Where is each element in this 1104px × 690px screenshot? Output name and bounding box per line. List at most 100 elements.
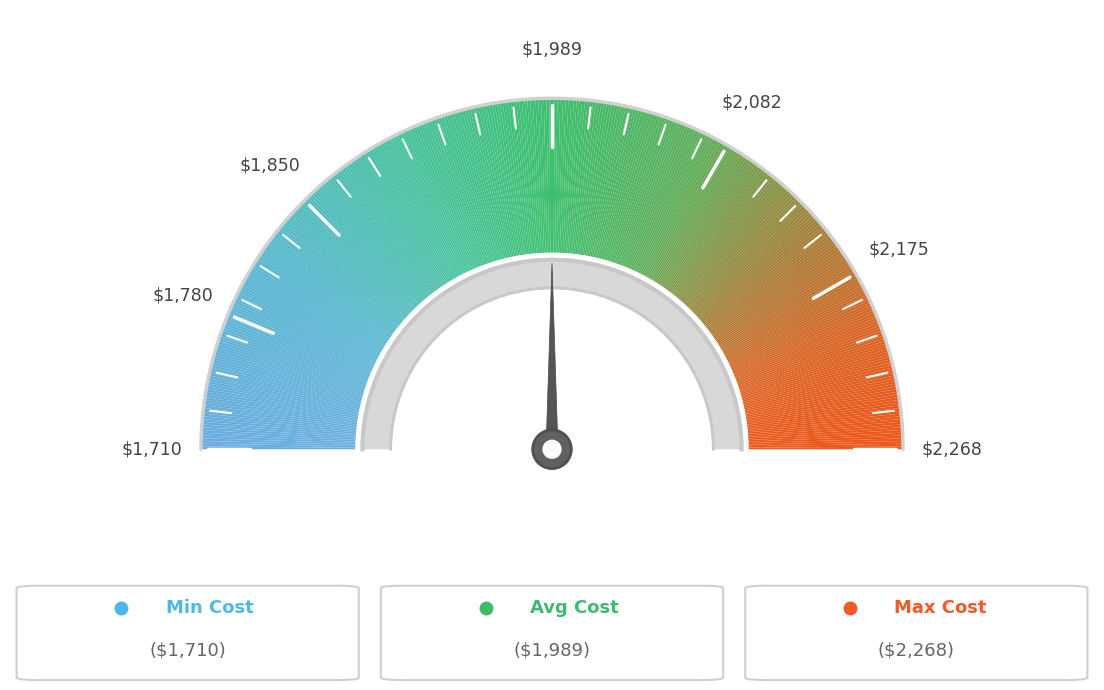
Wedge shape	[258, 254, 389, 342]
Wedge shape	[680, 182, 782, 301]
Wedge shape	[332, 174, 431, 296]
Wedge shape	[741, 348, 889, 395]
Wedge shape	[641, 137, 714, 275]
Wedge shape	[242, 283, 379, 357]
Wedge shape	[202, 413, 357, 431]
Wedge shape	[595, 107, 631, 258]
Text: $1,780: $1,780	[152, 286, 213, 304]
Wedge shape	[486, 104, 517, 256]
Wedge shape	[254, 262, 386, 345]
Wedge shape	[467, 108, 506, 259]
Wedge shape	[660, 156, 747, 286]
Wedge shape	[747, 419, 902, 434]
Wedge shape	[661, 157, 750, 286]
Text: $2,268: $2,268	[922, 440, 983, 458]
Wedge shape	[204, 402, 358, 424]
Wedge shape	[495, 103, 521, 255]
Wedge shape	[452, 112, 497, 261]
Wedge shape	[393, 135, 464, 274]
Wedge shape	[630, 127, 694, 270]
Wedge shape	[524, 99, 538, 253]
Wedge shape	[732, 307, 874, 371]
Wedge shape	[256, 259, 386, 344]
Wedge shape	[244, 278, 381, 355]
Wedge shape	[657, 153, 742, 284]
Wedge shape	[491, 103, 520, 255]
Wedge shape	[694, 207, 808, 315]
Wedge shape	[359, 155, 445, 285]
Wedge shape	[533, 99, 543, 253]
Wedge shape	[352, 159, 442, 288]
Wedge shape	[745, 384, 898, 414]
Wedge shape	[737, 331, 883, 384]
Wedge shape	[699, 215, 815, 319]
Wedge shape	[744, 378, 896, 411]
Wedge shape	[269, 239, 395, 333]
Wedge shape	[206, 384, 359, 414]
Wedge shape	[616, 117, 668, 264]
Wedge shape	[688, 195, 796, 308]
Wedge shape	[201, 446, 355, 449]
Text: $2,082: $2,082	[722, 94, 783, 112]
Wedge shape	[285, 219, 404, 322]
Wedge shape	[749, 427, 902, 438]
Wedge shape	[574, 100, 593, 254]
Wedge shape	[220, 333, 367, 386]
Wedge shape	[644, 139, 719, 276]
Wedge shape	[506, 101, 528, 255]
Wedge shape	[252, 266, 384, 348]
Text: Avg Cost: Avg Cost	[530, 599, 618, 617]
FancyBboxPatch shape	[381, 586, 723, 680]
Wedge shape	[746, 392, 899, 419]
Wedge shape	[371, 147, 452, 281]
Wedge shape	[572, 100, 591, 254]
Wedge shape	[725, 283, 862, 357]
Wedge shape	[407, 128, 473, 270]
Wedge shape	[449, 113, 496, 262]
Wedge shape	[306, 197, 415, 309]
Wedge shape	[209, 373, 360, 408]
Wedge shape	[715, 254, 846, 342]
Wedge shape	[742, 357, 891, 399]
Wedge shape	[734, 317, 879, 377]
Wedge shape	[215, 348, 363, 395]
Text: ($1,710): ($1,710)	[149, 641, 226, 659]
Wedge shape	[744, 373, 895, 408]
Wedge shape	[528, 99, 540, 253]
Wedge shape	[375, 144, 455, 279]
Wedge shape	[203, 408, 357, 428]
Wedge shape	[747, 408, 901, 428]
Wedge shape	[698, 213, 814, 318]
Wedge shape	[654, 148, 735, 282]
Wedge shape	[219, 338, 365, 388]
Wedge shape	[718, 259, 848, 344]
Wedge shape	[747, 416, 902, 433]
Wedge shape	[640, 135, 711, 274]
Wedge shape	[713, 248, 841, 337]
Wedge shape	[212, 359, 362, 400]
Wedge shape	[679, 181, 779, 299]
Wedge shape	[234, 297, 375, 366]
Wedge shape	[275, 232, 397, 329]
Wedge shape	[553, 98, 558, 253]
Wedge shape	[587, 104, 618, 256]
Wedge shape	[261, 252, 390, 340]
Wedge shape	[627, 125, 689, 268]
Wedge shape	[410, 127, 474, 270]
Wedge shape	[322, 182, 424, 301]
Wedge shape	[500, 102, 524, 255]
Wedge shape	[304, 199, 414, 310]
Wedge shape	[314, 190, 420, 305]
Wedge shape	[566, 99, 580, 253]
Wedge shape	[350, 161, 440, 288]
Wedge shape	[729, 295, 869, 364]
Wedge shape	[246, 275, 381, 353]
Wedge shape	[284, 221, 403, 323]
Wedge shape	[423, 122, 481, 266]
Wedge shape	[670, 168, 765, 293]
Wedge shape	[208, 378, 360, 411]
Wedge shape	[722, 273, 857, 352]
Wedge shape	[659, 155, 745, 285]
Wedge shape	[232, 302, 373, 368]
Wedge shape	[711, 243, 838, 335]
